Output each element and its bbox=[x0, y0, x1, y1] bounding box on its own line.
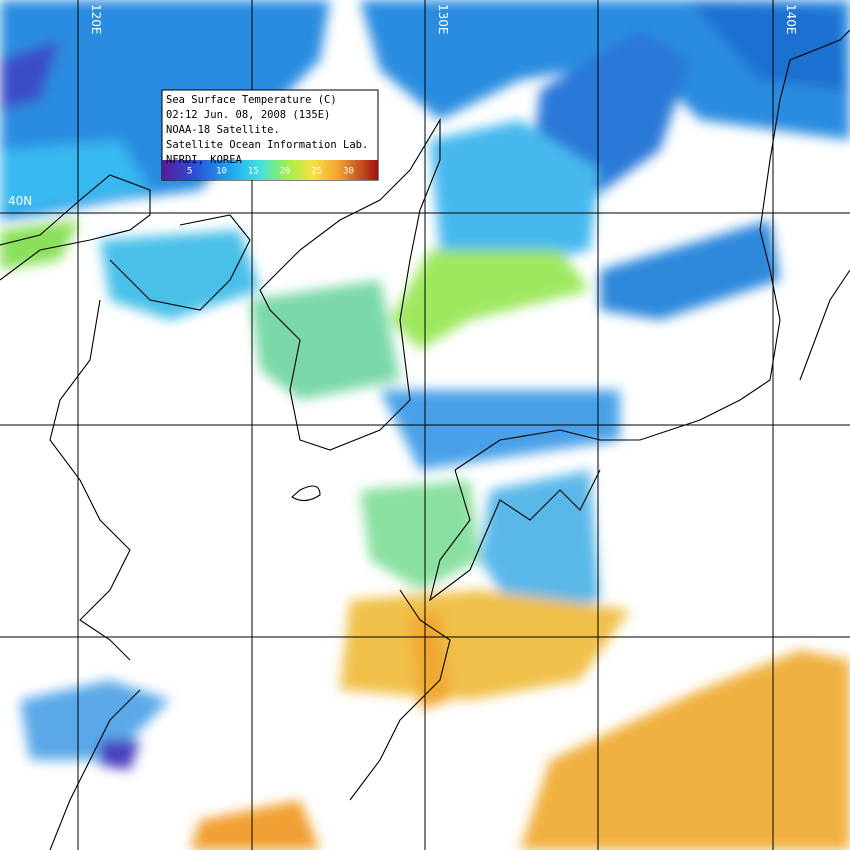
colorbar-tick-label: 20 bbox=[280, 167, 291, 177]
lat-label: 30N bbox=[822, 618, 846, 632]
legend-line: 02:12 Jun. 08, 2008 (135E) bbox=[166, 109, 330, 121]
grid-labels: 40N 35N 30N 40N 35N 30N 120E 130E 140E 130E bbox=[8, 4, 846, 846]
legend-line: Satellite Ocean Information Lab. bbox=[166, 139, 368, 151]
colorbar-tick-label: 15 bbox=[248, 167, 259, 177]
lon-label: 130E bbox=[410, 816, 424, 847]
legend-line: NOAA-18 Satellite. bbox=[166, 124, 280, 136]
lon-label: 140E bbox=[784, 4, 798, 35]
lat-label: 35N bbox=[822, 406, 846, 420]
colorbar-tick-label: 30 bbox=[343, 167, 354, 177]
colorbar-tick-label: 5 bbox=[187, 167, 192, 177]
lon-label: 130E bbox=[436, 4, 450, 35]
lat-label: 30N bbox=[8, 618, 32, 632]
lat-label: 40N bbox=[822, 194, 846, 208]
colorbar bbox=[162, 160, 378, 180]
colorbar-tick-label: 10 bbox=[216, 167, 227, 177]
colorbar-tick-label: 25 bbox=[311, 167, 322, 177]
lat-label: 35N bbox=[8, 406, 32, 420]
legend-line: Sea Surface Temperature (C) bbox=[166, 94, 337, 106]
lon-label: 120E bbox=[89, 4, 103, 35]
legend: Sea Surface Temperature (C) 02:12 Jun. 08… bbox=[161, 89, 379, 181]
coastlines bbox=[0, 29, 850, 850]
lat-label: 40N bbox=[8, 194, 32, 208]
legend-line: NFRDI, KOREA bbox=[166, 154, 243, 166]
